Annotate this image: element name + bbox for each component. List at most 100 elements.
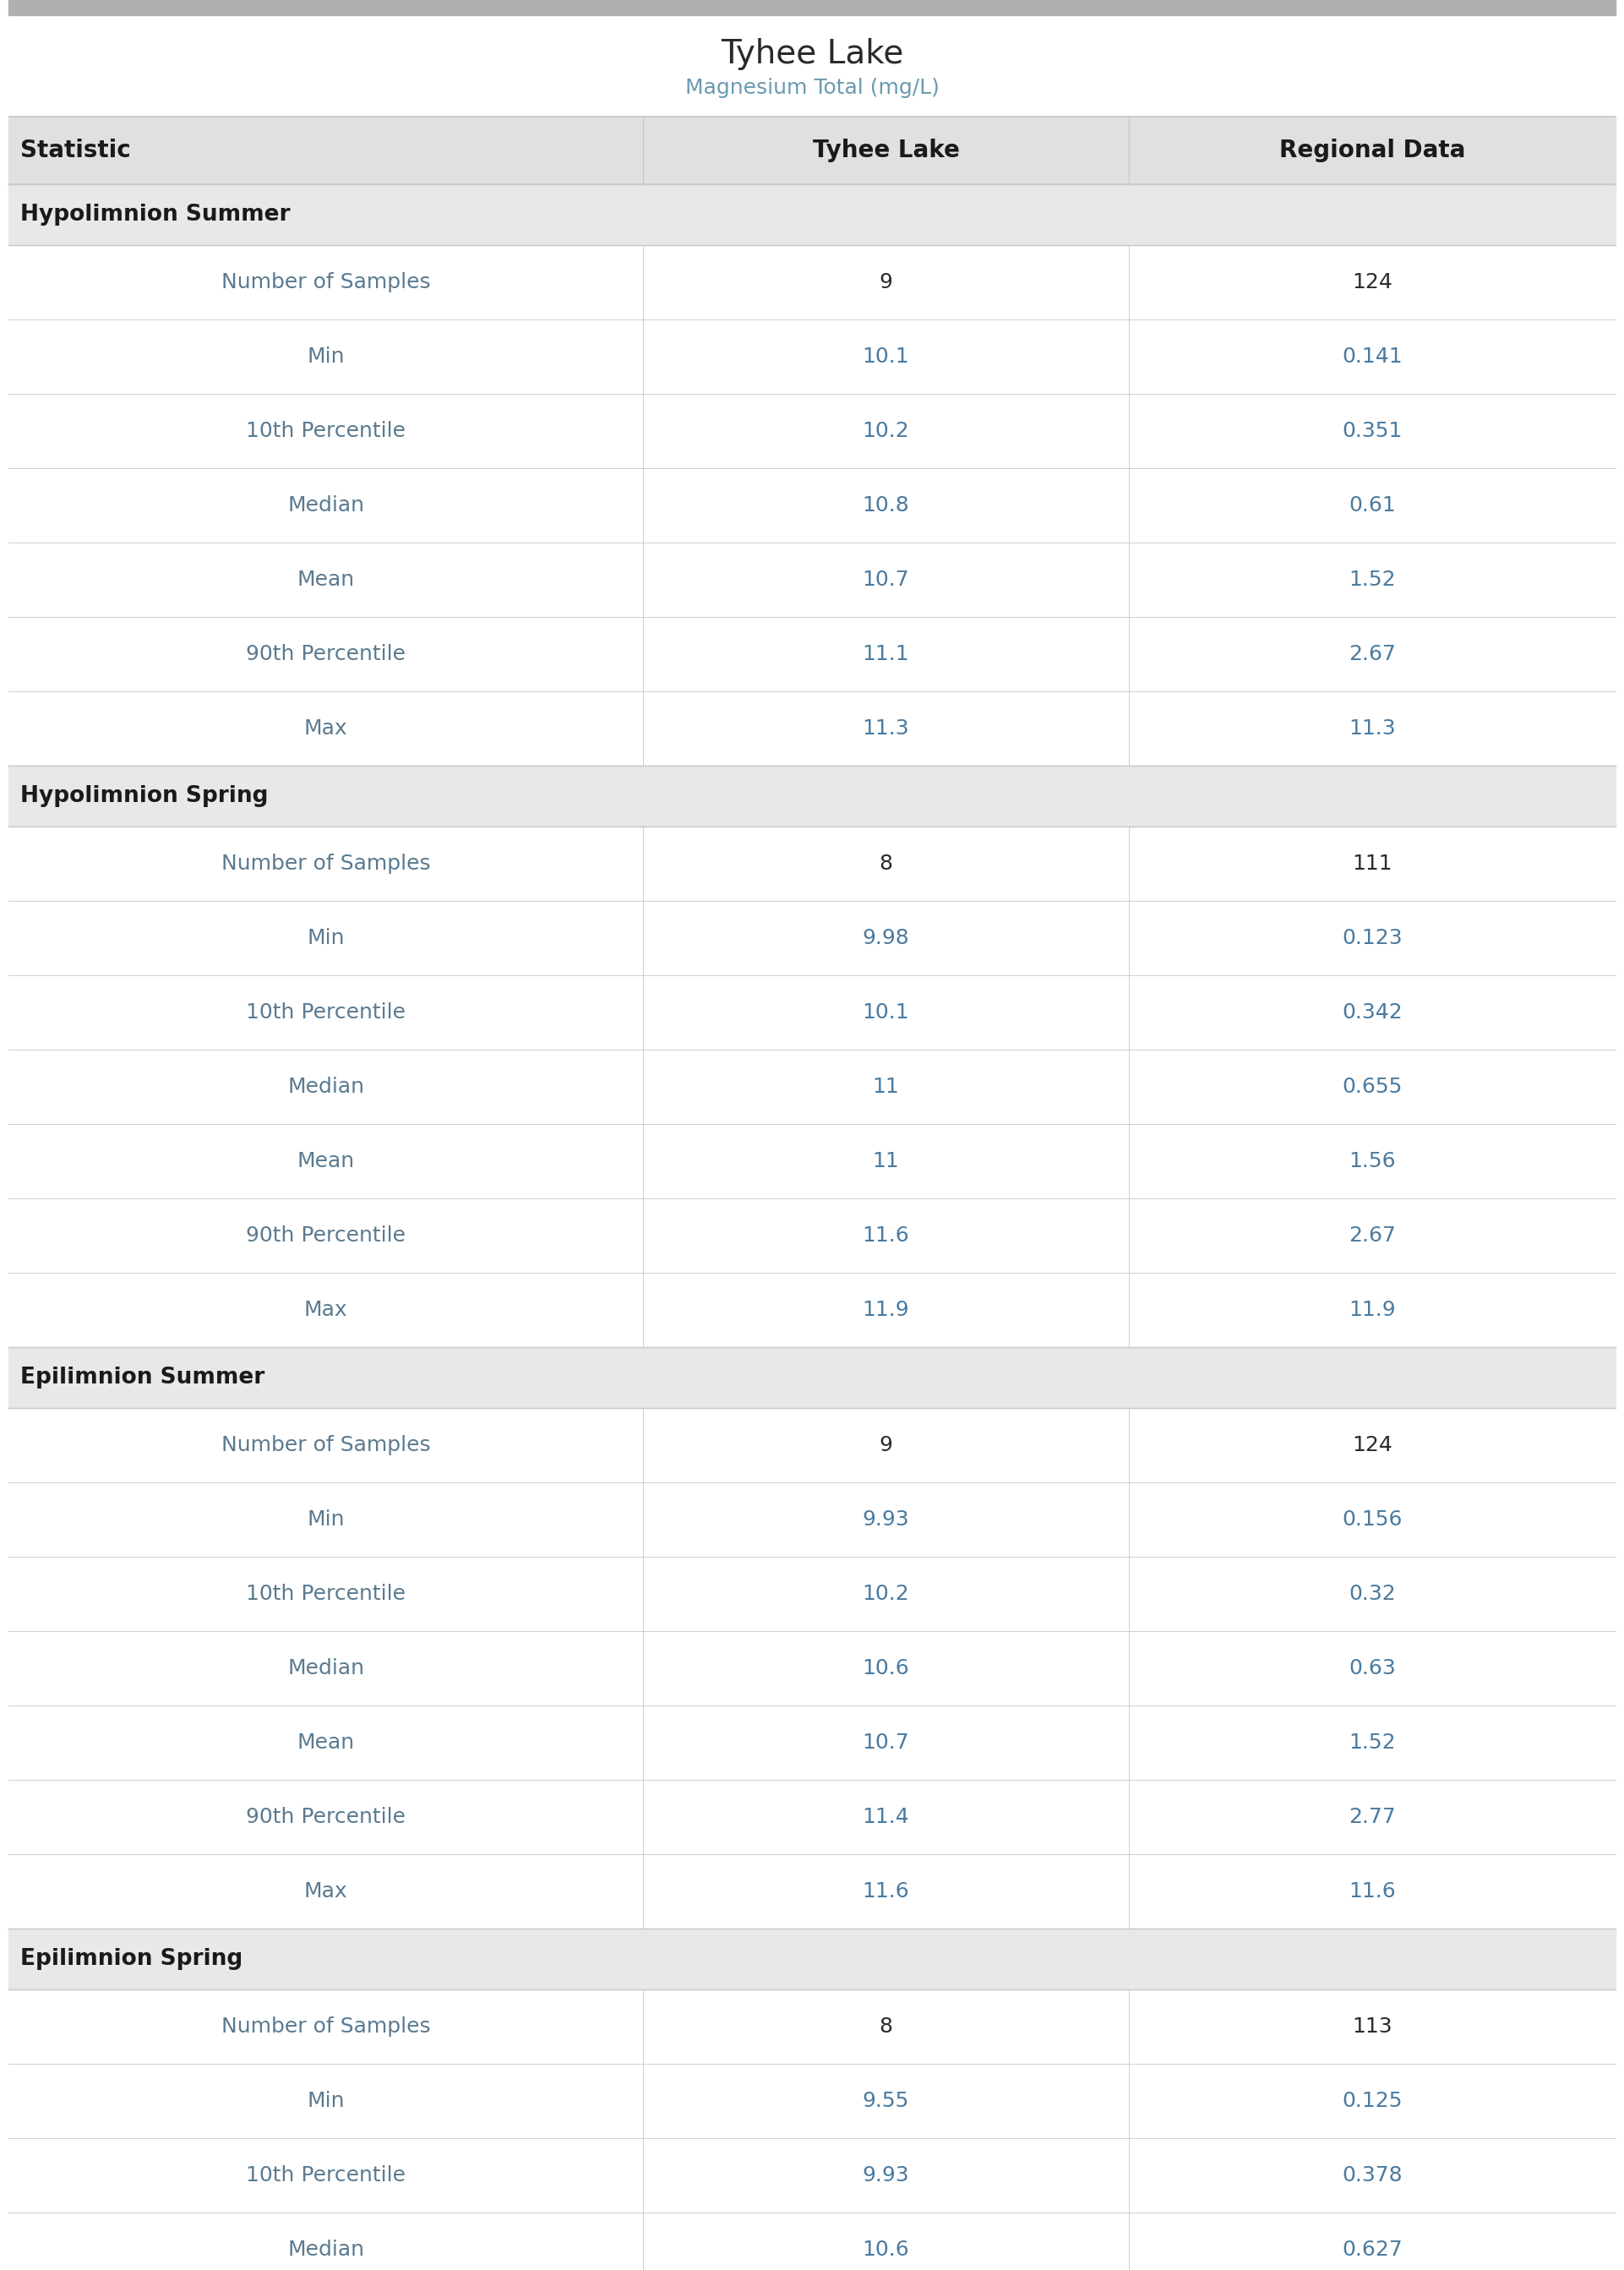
Text: 111: 111	[1351, 854, 1392, 874]
Text: 2.67: 2.67	[1348, 645, 1395, 665]
Text: 11: 11	[872, 1076, 900, 1096]
Text: Epilimnion Spring: Epilimnion Spring	[19, 1948, 242, 1970]
Bar	[8, 1482, 1616, 1557]
Text: Number of Samples: Number of Samples	[221, 854, 430, 874]
Bar	[8, 1407, 1616, 1482]
Text: Max: Max	[304, 1882, 348, 1902]
Text: Median: Median	[287, 1657, 364, 1678]
Text: Hypolimnion Spring: Hypolimnion Spring	[19, 785, 268, 808]
Bar	[8, 901, 1616, 976]
Text: 0.61: 0.61	[1348, 495, 1395, 515]
Text: 0.655: 0.655	[1341, 1076, 1402, 1096]
Bar	[8, 116, 1616, 184]
Text: 10.7: 10.7	[862, 570, 909, 590]
Text: 2.67: 2.67	[1348, 1226, 1395, 1246]
Text: Min: Min	[307, 928, 344, 949]
Text: 9: 9	[879, 1435, 893, 1455]
Bar	[8, 0, 1616, 16]
Text: 10.6: 10.6	[862, 1657, 909, 1678]
Bar	[8, 1124, 1616, 1199]
Bar	[8, 765, 1616, 826]
Bar	[8, 468, 1616, 543]
Bar	[8, 543, 1616, 617]
Text: Number of Samples: Number of Samples	[221, 1435, 430, 1455]
Bar	[8, 2213, 1616, 2270]
Text: Mean: Mean	[297, 1732, 354, 1752]
Text: 90th Percentile: 90th Percentile	[245, 1226, 406, 1246]
Text: Regional Data: Regional Data	[1280, 138, 1465, 161]
Text: 124: 124	[1351, 272, 1392, 293]
Text: 10.1: 10.1	[862, 347, 909, 368]
Text: Mean: Mean	[297, 1151, 354, 1171]
Text: Tyhee Lake: Tyhee Lake	[812, 138, 960, 161]
Text: 9.93: 9.93	[862, 2166, 909, 2186]
Text: 11.6: 11.6	[862, 1226, 909, 1246]
Text: Median: Median	[287, 2240, 364, 2261]
Text: 1.52: 1.52	[1348, 570, 1395, 590]
Text: 0.342: 0.342	[1341, 1003, 1403, 1022]
Text: 0.378: 0.378	[1341, 2166, 1403, 2186]
Text: Hypolimnion Summer: Hypolimnion Summer	[19, 204, 291, 225]
Text: 9.98: 9.98	[862, 928, 909, 949]
Text: 11.3: 11.3	[1348, 717, 1395, 738]
Bar	[8, 320, 1616, 393]
Text: Min: Min	[307, 347, 344, 368]
Text: 11.6: 11.6	[1348, 1882, 1395, 1902]
Text: Epilimnion Summer: Epilimnion Summer	[19, 1367, 265, 1389]
Text: 11.4: 11.4	[862, 1807, 909, 1827]
Text: 0.123: 0.123	[1341, 928, 1403, 949]
Bar	[8, 1989, 1616, 2063]
Bar	[8, 1705, 1616, 1780]
Bar	[8, 1855, 1616, 1930]
Text: Median: Median	[287, 495, 364, 515]
Text: Number of Samples: Number of Samples	[221, 272, 430, 293]
Text: 8: 8	[879, 2016, 893, 2036]
Text: 10th Percentile: 10th Percentile	[245, 2166, 406, 2186]
Text: Min: Min	[307, 1510, 344, 1530]
Bar	[8, 184, 1616, 245]
Bar	[8, 1199, 1616, 1273]
Text: 0.627: 0.627	[1341, 2240, 1403, 2261]
Text: 0.156: 0.156	[1341, 1510, 1402, 1530]
Text: 0.141: 0.141	[1341, 347, 1403, 368]
Text: Magnesium Total (mg/L): Magnesium Total (mg/L)	[685, 77, 939, 98]
Text: 10th Percentile: 10th Percentile	[245, 420, 406, 440]
Text: 9: 9	[879, 272, 893, 293]
Text: 10.1: 10.1	[862, 1003, 909, 1022]
Text: 124: 124	[1351, 1435, 1392, 1455]
Text: 0.63: 0.63	[1348, 1657, 1395, 1678]
Bar	[8, 617, 1616, 692]
Text: Tyhee Lake: Tyhee Lake	[721, 39, 903, 70]
Bar	[8, 245, 1616, 320]
Text: 9.55: 9.55	[862, 2091, 909, 2111]
Text: 11.1: 11.1	[862, 645, 909, 665]
Bar	[8, 1273, 1616, 1346]
Bar	[8, 393, 1616, 468]
Text: 10.6: 10.6	[862, 2240, 909, 2261]
Bar	[8, 692, 1616, 765]
Text: Mean: Mean	[297, 570, 354, 590]
Text: 2.77: 2.77	[1348, 1807, 1395, 1827]
Text: 90th Percentile: 90th Percentile	[245, 1807, 406, 1827]
Text: 11.3: 11.3	[862, 717, 909, 738]
Text: 10.7: 10.7	[862, 1732, 909, 1752]
Text: Min: Min	[307, 2091, 344, 2111]
Text: 10.8: 10.8	[862, 495, 909, 515]
Text: 11: 11	[872, 1151, 900, 1171]
Text: 0.125: 0.125	[1341, 2091, 1402, 2111]
Bar	[8, 1930, 1616, 1989]
Text: 113: 113	[1351, 2016, 1392, 2036]
Text: 90th Percentile: 90th Percentile	[245, 645, 406, 665]
Bar	[8, 976, 1616, 1049]
Text: 10.2: 10.2	[862, 420, 909, 440]
Text: 11.6: 11.6	[862, 1882, 909, 1902]
Bar	[8, 1780, 1616, 1855]
Bar	[8, 1346, 1616, 1407]
Bar	[8, 2063, 1616, 2138]
Text: Number of Samples: Number of Samples	[221, 2016, 430, 2036]
Text: 8: 8	[879, 854, 893, 874]
Bar	[8, 1632, 1616, 1705]
Text: 1.56: 1.56	[1348, 1151, 1395, 1171]
Text: 10th Percentile: 10th Percentile	[245, 1584, 406, 1605]
Bar	[8, 1557, 1616, 1632]
